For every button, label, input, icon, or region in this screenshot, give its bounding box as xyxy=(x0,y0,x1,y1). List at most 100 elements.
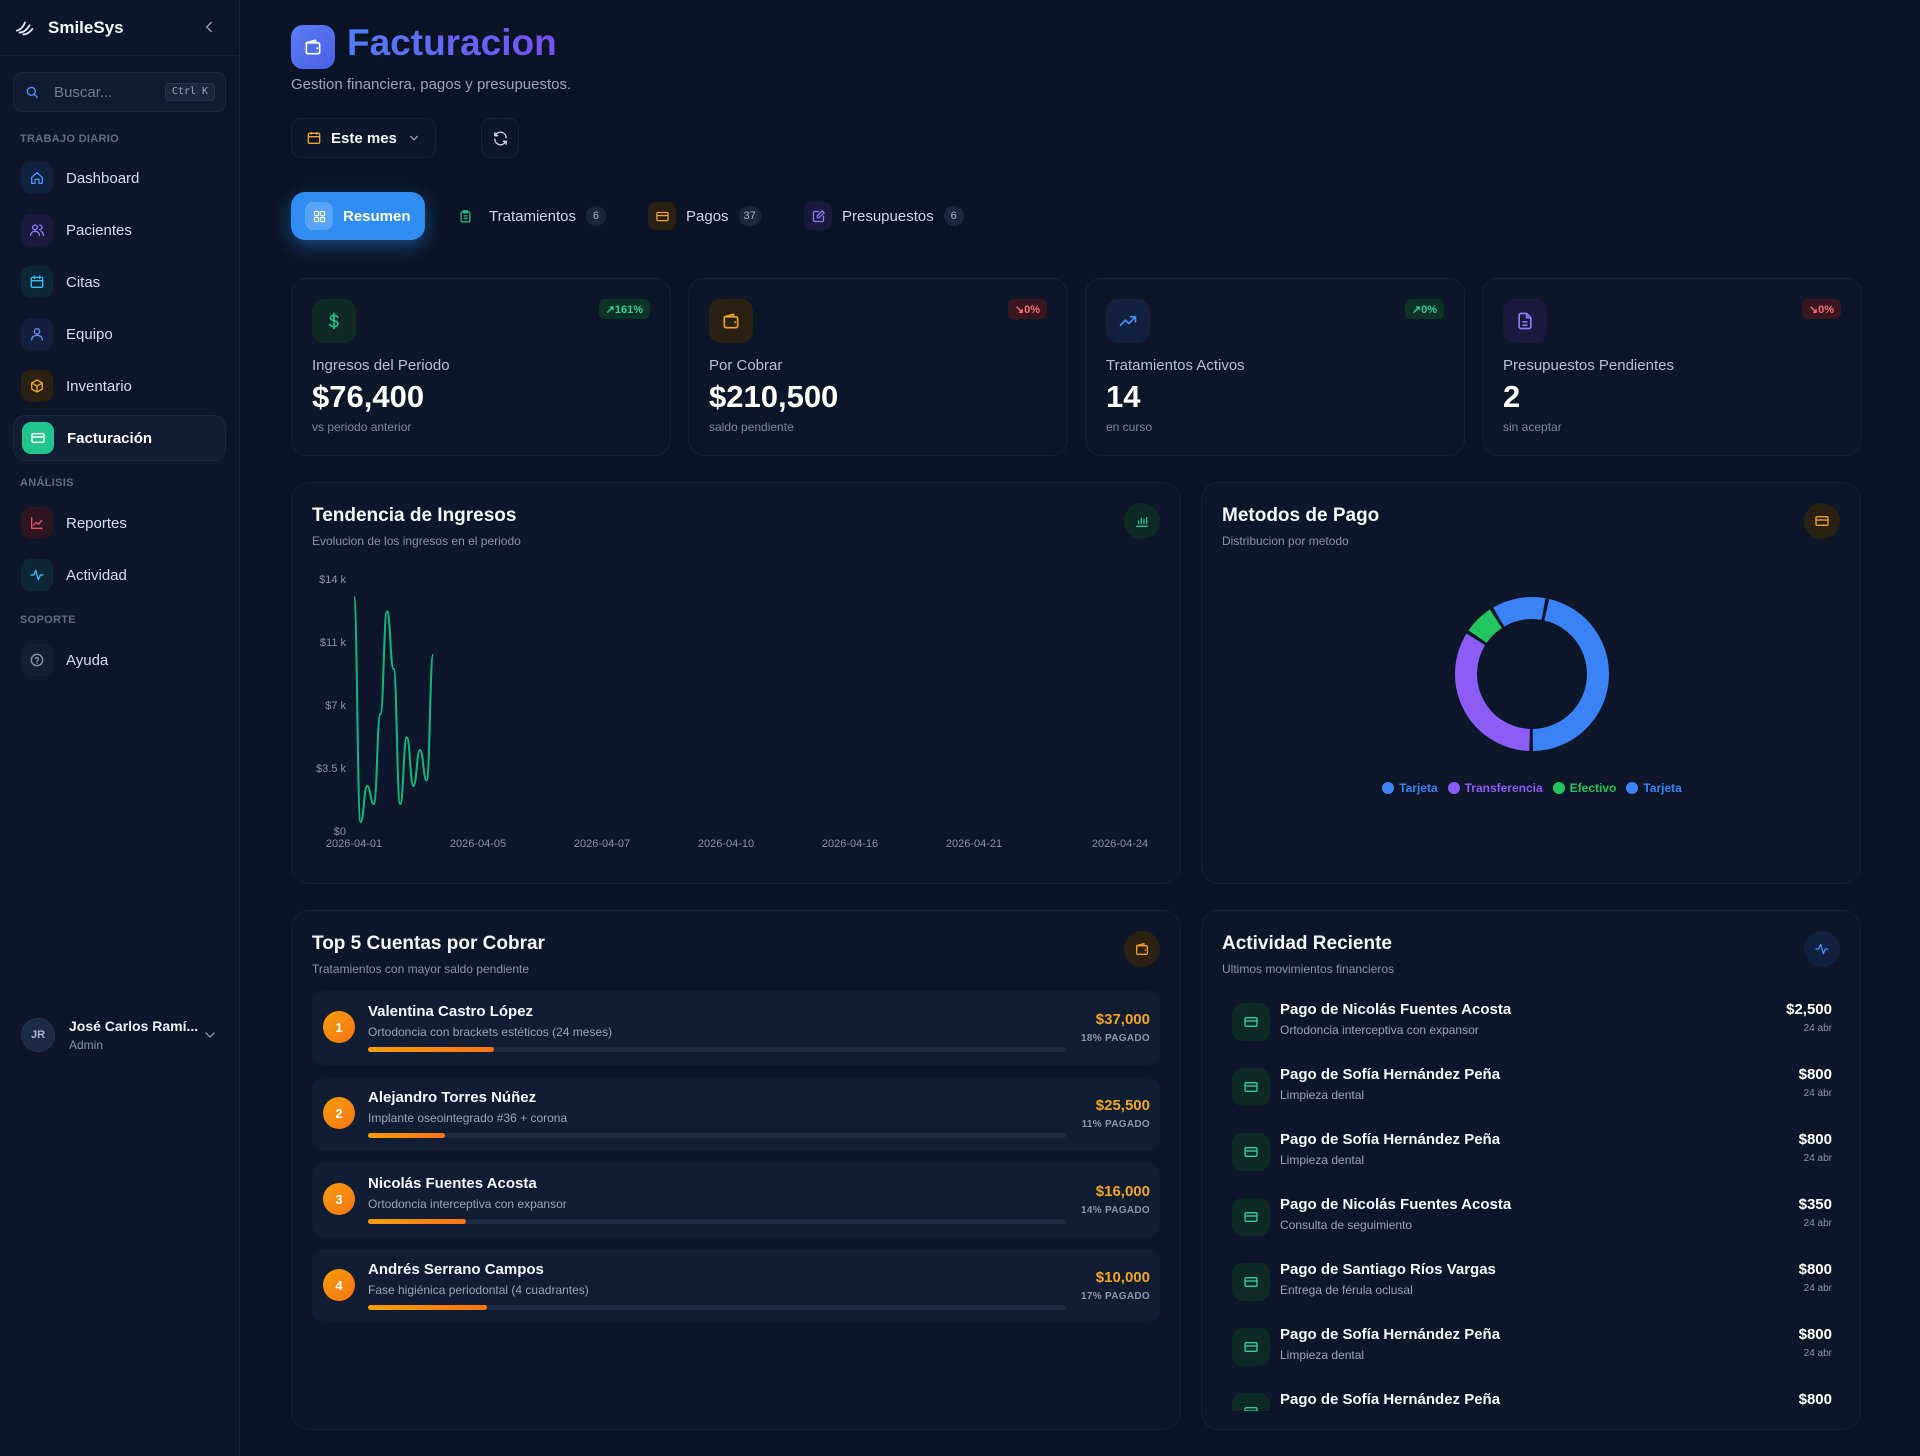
stat-value: 2 xyxy=(1503,379,1521,414)
account-amount: $16,000 xyxy=(1095,1183,1150,1200)
stat-note: en curso xyxy=(1106,420,1153,434)
activity-amount: $800 xyxy=(1798,1391,1832,1408)
income-line-chart: $0 $3.5 k $7 k $11 k $14 k 2026-04-01 2026-04-… xyxy=(316,574,1148,850)
sidebar-item-label: Pacientes xyxy=(66,221,132,239)
activity-title: Pago de Nicolás Fuentes Acosta xyxy=(1280,1001,1512,1018)
activity-icon[interactable] xyxy=(1804,931,1840,967)
tab-pagos[interactable]: Pagos 37 xyxy=(634,192,775,240)
chevron-down-icon xyxy=(205,1032,215,1038)
list-item[interactable]: Pago de Sofía Hernández Peña Limpieza de… xyxy=(1232,1318,1832,1376)
sidebar-item-label: Dashboard xyxy=(66,169,140,187)
activity-title: Pago de Sofía Hernández Peña xyxy=(1280,1066,1501,1083)
card-icon[interactable] xyxy=(1804,503,1840,539)
progress-fill xyxy=(368,1219,466,1224)
list-item[interactable]: 3 Nicolás Fuentes Acosta Ortodoncia inte… xyxy=(312,1163,1160,1237)
card-icon xyxy=(1232,1003,1270,1041)
tab-label: Resumen xyxy=(343,207,411,225)
tab-label: Tratamientos xyxy=(489,207,576,225)
wallet-icon[interactable] xyxy=(1124,931,1160,967)
list-item[interactable]: 2 Alejandro Torres Núñez Implante oseoin… xyxy=(312,1077,1160,1151)
sidebar-item-equipo[interactable]: Equipo xyxy=(13,311,226,357)
account-name: Alejandro Torres Núñez xyxy=(368,1089,537,1106)
activity-amount: $800 xyxy=(1798,1261,1832,1278)
payment-donut-chart xyxy=(1455,597,1609,751)
period-select[interactable]: Este mes xyxy=(291,118,436,158)
user-name: José Carlos Ramí... xyxy=(69,1018,199,1034)
progress-track xyxy=(368,1133,1066,1138)
legend-dot xyxy=(1626,782,1639,794)
sidebar-item-actividad[interactable]: Actividad xyxy=(13,552,226,598)
stat-note: vs periodo anterior xyxy=(312,420,412,434)
top-accounts-panel: Top 5 Cuentas por Cobrar Tratamientos co… xyxy=(291,910,1181,1430)
activity-amount: $2,500 xyxy=(1786,1001,1832,1018)
legend-item: Transferencia xyxy=(1447,781,1543,795)
legend-dot xyxy=(1552,782,1565,794)
stat-note: sin aceptar xyxy=(1503,420,1562,434)
legend-item: Tarjeta xyxy=(1626,781,1682,795)
list-item[interactable]: Pago de Sofía Hernández Peña $800 xyxy=(1232,1383,1832,1411)
calendar-icon xyxy=(307,132,321,144)
brand: SmileSys xyxy=(0,0,240,56)
progress-fill xyxy=(368,1047,494,1052)
recent-activity-panel: Actividad Reciente Ultimos movimientos f… xyxy=(1201,910,1861,1430)
search-shortcut: Ctrl K xyxy=(164,83,215,101)
list-item[interactable]: Pago de Nicolás Fuentes Acosta Ortodonci… xyxy=(1232,993,1832,1051)
activity-date: 24 abr xyxy=(1803,1283,1832,1294)
bar-chart-icon[interactable] xyxy=(1124,503,1160,539)
chart-legend: Tarjeta Transferencia Efectivo Tarjeta xyxy=(1202,781,1862,795)
list-item[interactable]: Pago de Santiago Ríos Vargas Entrega de … xyxy=(1232,1253,1832,1311)
sidebar-item-pacientes[interactable]: Pacientes xyxy=(13,207,226,253)
list-item[interactable]: Pago de Sofía Hernández Peña Limpieza de… xyxy=(1232,1058,1832,1116)
list-item[interactable]: Pago de Sofía Hernández Peña Limpieza de… xyxy=(1232,1123,1832,1181)
search-input[interactable]: Buscar... Ctrl K xyxy=(13,72,226,112)
activity-desc: Consulta de seguimiento xyxy=(1280,1218,1413,1232)
chart-line-icon xyxy=(21,507,53,539)
panel-title: Actividad Reciente xyxy=(1222,933,1392,954)
list-item[interactable]: 4 Andrés Serrano Campos Fase higiénica p… xyxy=(312,1249,1160,1323)
refresh-button[interactable] xyxy=(481,118,519,158)
app-name: SmileSys xyxy=(48,17,124,37)
activity-desc: Limpieza dental xyxy=(1280,1088,1365,1102)
activity-title: Pago de Nicolás Fuentes Acosta xyxy=(1280,1196,1512,1213)
sidebar-item-inventario[interactable]: Inventario xyxy=(13,363,226,409)
sidebar-item-facturacion[interactable]: Facturación xyxy=(13,415,226,461)
progress-track xyxy=(368,1047,1066,1052)
page-title: Facturacion xyxy=(347,22,557,63)
x-tick-label: 2026-04-21 xyxy=(946,838,1002,850)
section-label-analysis: ANÁLISIS xyxy=(20,477,74,489)
panel-subtitle: Evolucion de los ingresos en el periodo xyxy=(312,534,521,548)
activity-list[interactable]: Pago de Nicolás Fuentes Acosta Ortodonci… xyxy=(1202,911,1860,1411)
donut-slice xyxy=(1493,597,1546,627)
card-icon xyxy=(1232,1263,1270,1301)
progress-track xyxy=(368,1219,1066,1224)
document-icon xyxy=(1503,299,1547,343)
trend-badge: ↗161% xyxy=(598,299,650,319)
section-label-support: SOPORTE xyxy=(20,614,76,626)
sidebar-item-reportes[interactable]: Reportes xyxy=(13,500,226,546)
sidebar-item-dashboard[interactable]: Dashboard xyxy=(13,155,226,201)
panel-title: Metodos de Pago xyxy=(1222,505,1380,526)
list-item[interactable]: Pago de Nicolás Fuentes Acosta Consulta … xyxy=(1232,1188,1832,1246)
trending-up-icon xyxy=(1106,299,1150,343)
user-menu[interactable]: JR José Carlos Ramí... Admin xyxy=(13,1010,226,1060)
tab-tratamientos[interactable]: Tratamientos 6 xyxy=(437,192,620,240)
tab-presupuestos[interactable]: Presupuestos 6 xyxy=(790,192,978,240)
progress-fill xyxy=(368,1305,487,1310)
y-tick-label: $3.5 k xyxy=(316,763,346,775)
tab-resumen[interactable]: Resumen xyxy=(291,192,425,240)
help-icon xyxy=(21,644,53,676)
legend-item: Efectivo xyxy=(1552,781,1616,795)
sidebar-item-ayuda[interactable]: Ayuda xyxy=(13,637,226,683)
paid-percent: 14% PAGADO xyxy=(1081,1205,1150,1216)
rank-badge: 4 xyxy=(323,1269,355,1301)
activity-date: 24 abr xyxy=(1803,1153,1832,1164)
tab-count: 6 xyxy=(943,206,964,226)
sidebar-item-citas[interactable]: Citas xyxy=(13,259,226,305)
sidebar: SmileSys Buscar... Ctrl K TRABAJO DIARIO… xyxy=(0,0,240,1456)
list-item[interactable]: 1 Valentina Castro López Ortodoncia con … xyxy=(312,991,1160,1065)
collapse-sidebar-icon[interactable] xyxy=(200,18,218,36)
trend-badge: ↘0% xyxy=(1801,299,1841,319)
account-desc: Ortodoncia interceptiva con expansor xyxy=(368,1197,567,1211)
activity-title: Pago de Sofía Hernández Peña xyxy=(1280,1391,1501,1408)
search-placeholder: Buscar... xyxy=(54,83,113,101)
